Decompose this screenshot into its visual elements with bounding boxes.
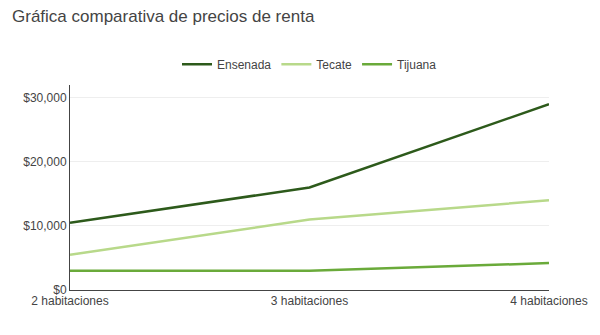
svg-text:$0: $0 <box>53 283 67 297</box>
svg-text:$10,000: $10,000 <box>23 219 67 233</box>
svg-text:Ensenada: Ensenada <box>217 58 271 72</box>
svg-text:$30,000: $30,000 <box>23 91 67 105</box>
svg-text:$20,000: $20,000 <box>23 155 67 169</box>
svg-text:4 habitaciones: 4 habitaciones <box>510 294 587 308</box>
svg-text:2 habitaciones: 2 habitaciones <box>31 294 108 308</box>
svg-text:3 habitaciones: 3 habitaciones <box>271 294 348 308</box>
svg-text:Tijuana: Tijuana <box>397 58 436 72</box>
svg-text:Tecate: Tecate <box>316 58 352 72</box>
svg-text:Gráfica comparativa de precios: Gráfica comparativa de precios de renta <box>12 7 315 26</box>
